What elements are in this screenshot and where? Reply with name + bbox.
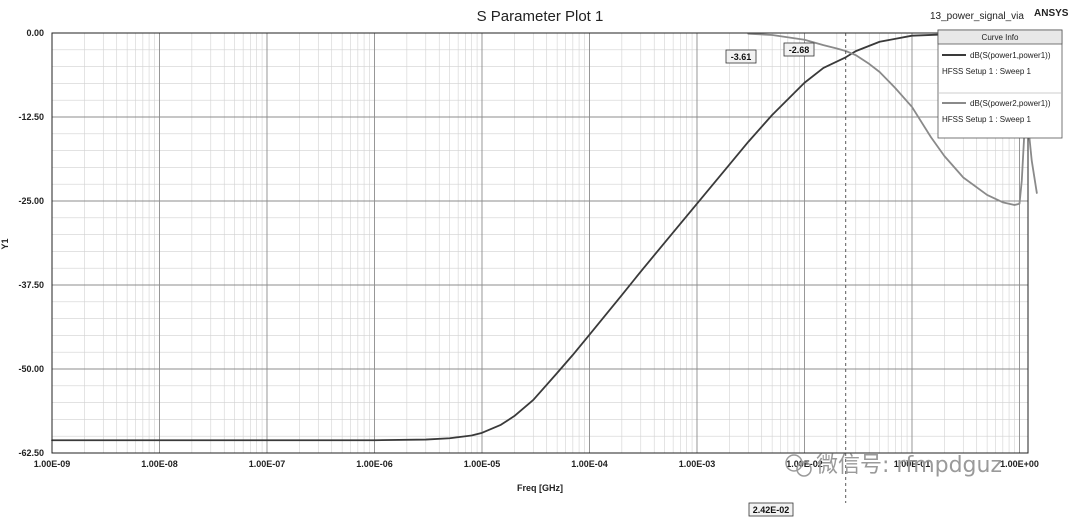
y-tick-label: -12.50 [18,112,44,122]
legend-entry-2-setup: HFSS Setup 1 : Sweep 1 [942,115,1031,124]
y-tick-label: -25.00 [18,196,44,206]
legend[interactable]: Curve Info dB(S(power1,power1)) HFSS Set… [937,29,1063,139]
x-tick-labels: 1.00E-09 1.00E-08 1.00E-07 1.00E-06 1.00E-05… [34,459,1039,469]
legend-entry-2-name: dB(S(power2,power1)) [970,99,1051,108]
y-tick-label: -62.50 [18,448,44,458]
watermark: 微信号: rfmpdguz [785,453,1002,478]
marker-box-2 [783,42,815,57]
y-tick-label: -37.50 [18,280,44,290]
x-tick-label: 1.00E+00 [1000,459,1039,469]
project-name: 13_power_signal_via [930,11,1024,22]
x-tick-label: 1.00E-01 [894,459,931,469]
wechat-icon-bubble [796,461,812,477]
legend-header [937,29,1063,45]
chart-title: S Parameter Plot 1 [477,8,604,25]
x-tick-label: 1.00E-05 [464,459,501,469]
plot-border [51,32,1029,454]
y-tick-labels: 0.00 -12.50 -25.00 -37.50 -50.00 -62.50 [18,28,44,458]
legend-box [937,29,1063,139]
x-tick-label: 1.00E-08 [141,459,178,469]
plot-area [52,33,1028,453]
watermark-text: 微信号: rfmpdguz [816,453,1002,478]
x-axis-label: Freq [GHz] [517,483,563,493]
x-tick-label: 1.00E-09 [34,459,71,469]
minor-gridlines [52,33,1028,453]
marker-x-value: 2.42E-02 [753,505,790,515]
series-line-1 [51,32,1021,442]
marker-value-2: -2.68 [789,45,810,55]
x-tick-label: 1.00E-04 [571,459,608,469]
marker-box-1 [725,49,757,64]
marker-x-box [748,502,794,517]
legend-entry-1-name: dB(S(power1,power1)) [970,51,1051,60]
x-tick-label: 1.00E-03 [679,459,716,469]
y-tick-label: 0.00 [26,28,44,38]
legend-title: Curve Info [982,33,1019,42]
brand-logo-text: ANSYS [1034,8,1069,19]
x-tick-label: 1.00E-07 [249,459,286,469]
legend-entry-1-setup: HFSS Setup 1 : Sweep 1 [942,67,1031,76]
marker-value-1: -3.61 [731,52,752,62]
y-tick-label: -50.00 [18,364,44,374]
marker-group: -3.61 -2.68 2.42E-02 [725,33,847,517]
y-axis-label: Y1 [0,238,10,249]
x-tick-label: 1.00E-02 [786,459,823,469]
x-tick-label: 1.00E-06 [356,459,393,469]
